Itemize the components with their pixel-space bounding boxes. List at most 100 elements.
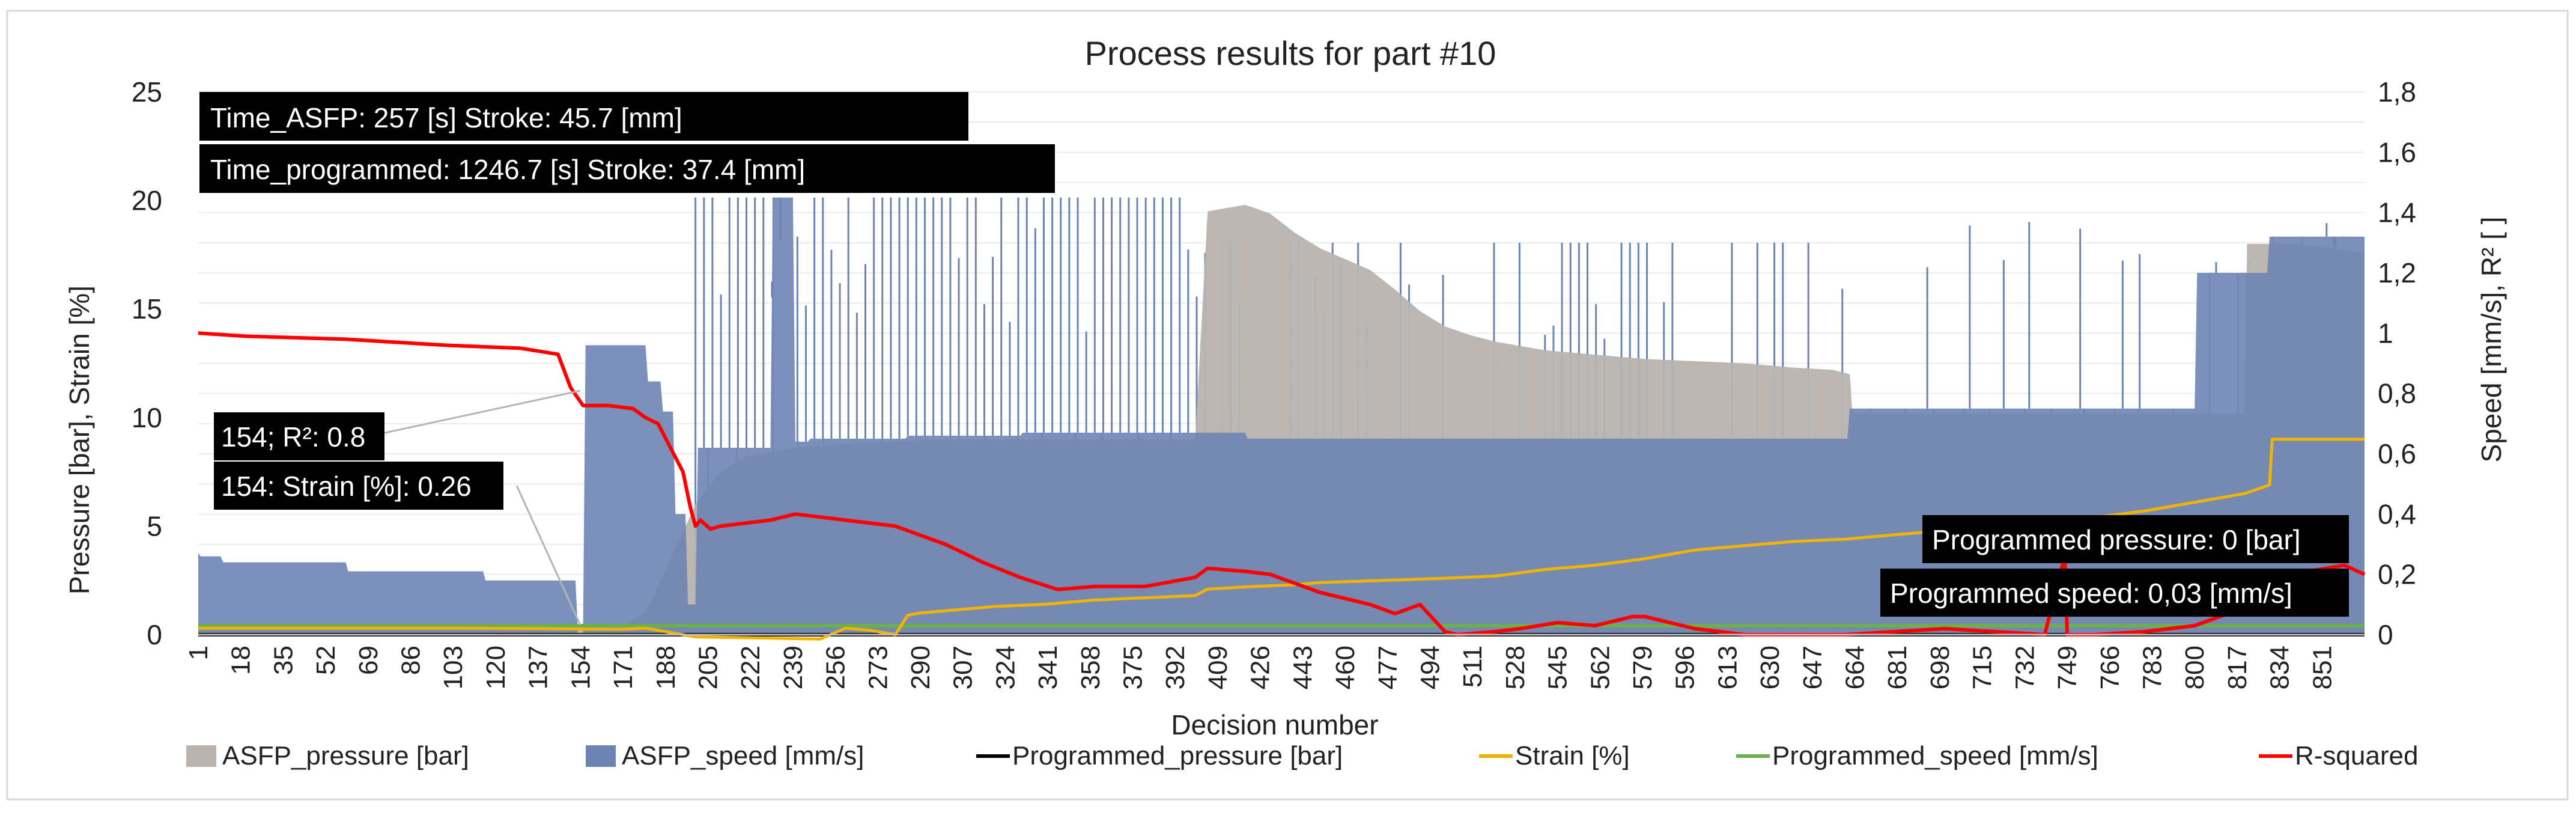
callout-leader-strain xyxy=(515,485,582,626)
x-tick-label: 477 xyxy=(1373,646,1403,689)
x-tick-label: 749 xyxy=(2053,646,2082,689)
left-tick-label: 15 xyxy=(132,293,162,325)
x-tick-label: 375 xyxy=(1119,646,1148,689)
x-tick-label: 511 xyxy=(1458,646,1487,688)
annotation-programmed-speed-text: Programmed speed: 0,03 [mm/s] xyxy=(1890,578,2292,609)
left-axis-ticks: 0 5 10 15 20 25 xyxy=(132,76,162,650)
legend: ASFP_pressure [bar] ASFP_speed [mm/s] Prog… xyxy=(186,741,2418,771)
x-tick-label: 460 xyxy=(1331,646,1360,689)
x-tick-label: 562 xyxy=(1585,646,1615,689)
right-tick-label: 1 xyxy=(2378,317,2393,349)
chart-frame xyxy=(6,10,2569,801)
annotation-programmed-pressure: Programmed pressure: 0 [bar] xyxy=(1922,515,2349,563)
x-tick-label: 239 xyxy=(779,646,808,689)
annotation-r2-callout: 154; R²: 0.8 xyxy=(214,412,384,460)
right-tick-label: 1,2 xyxy=(2378,257,2416,288)
legend-label: ASFP_speed [mm/s] xyxy=(622,741,864,771)
x-tick-label: 69 xyxy=(354,646,383,675)
x-tick-label: 18 xyxy=(226,646,256,675)
right-tick-label: 0,2 xyxy=(2378,559,2416,590)
legend-swatch xyxy=(186,745,216,767)
x-tick-label: 341 xyxy=(1033,646,1063,689)
x-tick-label: 664 xyxy=(1841,646,1870,689)
right-tick-label: 1,4 xyxy=(2378,197,2416,228)
legend-label: R-squared xyxy=(2295,741,2418,771)
annotation-programmed-speed: Programmed speed: 0,03 [mm/s] xyxy=(1880,569,2349,617)
x-tick-label: 613 xyxy=(1713,646,1742,689)
x-tick-label: 426 xyxy=(1246,646,1275,689)
annotation-r2-text: 154; R²: 0.8 xyxy=(221,421,365,453)
x-tick-label: 783 xyxy=(2138,646,2167,689)
legend-item: ASFP_speed [mm/s] xyxy=(586,741,864,771)
left-tick-label: 10 xyxy=(132,402,162,433)
right-tick-label: 1,6 xyxy=(2378,136,2416,168)
x-tick-label: 392 xyxy=(1161,646,1190,689)
chart-title: Process results for part #10 xyxy=(1085,34,1496,72)
x-tick-label: 834 xyxy=(2265,646,2295,689)
right-tick-label: 1,8 xyxy=(2378,76,2416,108)
x-tick-label: 154 xyxy=(566,646,595,689)
x-tick-label: 52 xyxy=(311,646,341,675)
x-tick-label: 766 xyxy=(2095,646,2125,689)
legend-label: Strain [%] xyxy=(1515,741,1630,771)
x-tick-label: 358 xyxy=(1076,646,1105,689)
legend-label: Programmed_pressure [bar] xyxy=(1012,741,1343,771)
x-tick-label: 647 xyxy=(1798,646,1827,689)
right-tick-label: 0 xyxy=(2378,619,2393,650)
x-tick-label: 817 xyxy=(2223,646,2252,689)
callout-leader-r2 xyxy=(379,389,581,435)
x-tick-label: 222 xyxy=(736,646,765,689)
x-tick-label: 630 xyxy=(1755,646,1785,689)
annotation-strain-text: 154: Strain [%]: 0.26 xyxy=(221,471,472,502)
x-tick-label: 324 xyxy=(991,646,1020,689)
right-axis-ticks: 0 0,2 0,4 0,6 0,8 1 1,2 1,4 1,6 1,8 xyxy=(2378,76,2416,650)
legend-item: ASFP_pressure [bar] xyxy=(186,741,469,771)
x-tick-label: 103 xyxy=(439,646,468,689)
annotation-time-programmed-text: Time_programmed: 1246.7 [s] Stroke: 37.4… xyxy=(210,154,805,185)
x-tick-label: 545 xyxy=(1543,646,1573,689)
x-tick-label: 715 xyxy=(1968,646,1997,689)
x-tick-label: 1 xyxy=(184,646,213,660)
left-tick-label: 25 xyxy=(132,76,162,108)
annotation-time-asfp: Time_ASFP: 257 [s] Stroke: 45.7 [mm] xyxy=(199,92,968,141)
right-tick-label: 0,6 xyxy=(2378,438,2416,469)
x-tick-label: 800 xyxy=(2180,646,2210,689)
x-tick-label: 528 xyxy=(1501,646,1530,689)
annotation-strain-callout: 154: Strain [%]: 0.26 xyxy=(214,462,503,510)
x-tick-label: 86 xyxy=(396,646,426,675)
annotation-time-programmed: Time_programmed: 1246.7 [s] Stroke: 37.4… xyxy=(199,144,1055,193)
x-tick-label: 443 xyxy=(1288,646,1317,689)
annotation-programmed-pressure-text: Programmed pressure: 0 [bar] xyxy=(1932,524,2301,555)
x-tick-label: 290 xyxy=(906,646,935,689)
x-tick-label: 205 xyxy=(694,646,723,689)
x-tick-label: 681 xyxy=(1883,646,1912,689)
right-tick-label: 0,4 xyxy=(2378,498,2416,530)
x-tick-label: 409 xyxy=(1203,646,1233,689)
x-tick-label: 494 xyxy=(1416,646,1445,689)
left-tick-label: 20 xyxy=(132,185,162,216)
x-tick-label: 732 xyxy=(2010,646,2040,689)
x-tick-label: 188 xyxy=(651,646,681,689)
x-axis-label: Decision number xyxy=(1171,709,1378,740)
legend-label: ASFP_pressure [bar] xyxy=(222,741,469,771)
legend-item: Strain [%] xyxy=(1479,741,1630,771)
annotation-time-asfp-text: Time_ASFP: 257 [s] Stroke: 45.7 [mm] xyxy=(210,102,682,133)
right-tick-label: 0,8 xyxy=(2378,378,2416,409)
legend-label: Programmed_speed [mm/s] xyxy=(1772,741,2098,771)
left-axis-label: Pressure [bar], Strain [%] xyxy=(64,285,95,594)
legend-item: Programmed_pressure [bar] xyxy=(976,741,1343,771)
legend-item: R-squared xyxy=(2259,741,2418,771)
left-tick-label: 5 xyxy=(147,510,162,542)
x-tick-label: 137 xyxy=(524,646,553,689)
x-tick-label: 120 xyxy=(481,646,511,689)
x-axis-ticks: 1 18 35 52 69 86 103 120 137 154 171 188 205 222 239 25… xyxy=(184,646,2337,689)
right-axis-label: Speed [mm/s], R² [ ] xyxy=(2476,217,2507,463)
x-tick-label: 35 xyxy=(269,646,298,675)
left-tick-label: 0 xyxy=(147,619,162,650)
x-tick-label: 171 xyxy=(609,646,638,689)
x-tick-label: 698 xyxy=(1925,646,1955,689)
x-tick-label: 273 xyxy=(863,646,893,689)
x-tick-label: 307 xyxy=(949,646,978,689)
